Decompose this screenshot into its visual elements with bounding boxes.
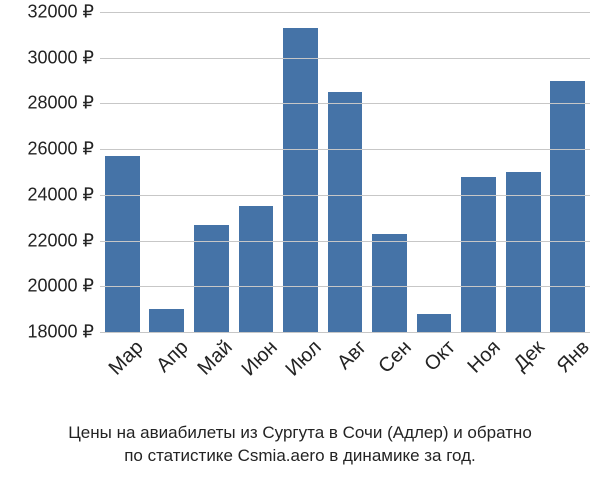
x-tick-label: Окт (416, 332, 460, 376)
bar (506, 172, 541, 332)
x-tick-label: Апр (148, 332, 193, 377)
gridline (100, 241, 590, 242)
y-tick-label: 18000 ₽ (27, 322, 100, 343)
x-tick-label: Янв (548, 332, 594, 378)
gridline (100, 286, 590, 287)
x-tick-label: Май (190, 332, 238, 380)
caption-line-2: по статистике Csmia.aero в динамике за г… (0, 445, 600, 468)
bar (149, 309, 184, 332)
y-tick-label: 28000 ₽ (27, 93, 100, 114)
price-bar-chart: 18000 ₽ 20000 ₽ 22000 ₽ 24000 ₽ 26000 ₽ 28000… (0, 0, 600, 500)
x-tick-label: Сен (370, 332, 416, 378)
bar (461, 177, 496, 332)
x-tick-label: Мар (101, 332, 149, 380)
y-tick-label: 30000 ₽ (27, 47, 100, 68)
gridline (100, 58, 590, 59)
y-tick-label: 32000 ₽ (27, 2, 100, 23)
x-tick-label: Июн (233, 332, 282, 381)
gridline (100, 103, 590, 104)
y-tick-label: 26000 ₽ (27, 139, 100, 160)
bar (550, 81, 585, 332)
gridline (100, 149, 590, 150)
chart-caption: Цены на авиабилеты из Сургута в Сочи (Ад… (0, 422, 600, 468)
y-tick-label: 24000 ₽ (27, 184, 100, 205)
bar (328, 92, 363, 332)
bar (239, 206, 274, 332)
gridline (100, 12, 590, 13)
x-tick-label: Ноя (459, 332, 505, 378)
plot-area: 18000 ₽20000 ₽22000 ₽24000 ₽26000 ₽28000… (100, 12, 590, 332)
bar (372, 234, 407, 332)
gridline (100, 195, 590, 196)
bars-layer (100, 12, 590, 332)
x-tick-label: Июл (278, 332, 327, 381)
bar (105, 156, 140, 332)
bar (417, 314, 452, 332)
x-tick-label: Дек (506, 332, 550, 376)
y-tick-label: 22000 ₽ (27, 230, 100, 251)
y-tick-label: 20000 ₽ (27, 276, 100, 297)
caption-line-1: Цены на авиабилеты из Сургута в Сочи (Ад… (0, 422, 600, 445)
x-tick-label: Авг (329, 332, 372, 375)
